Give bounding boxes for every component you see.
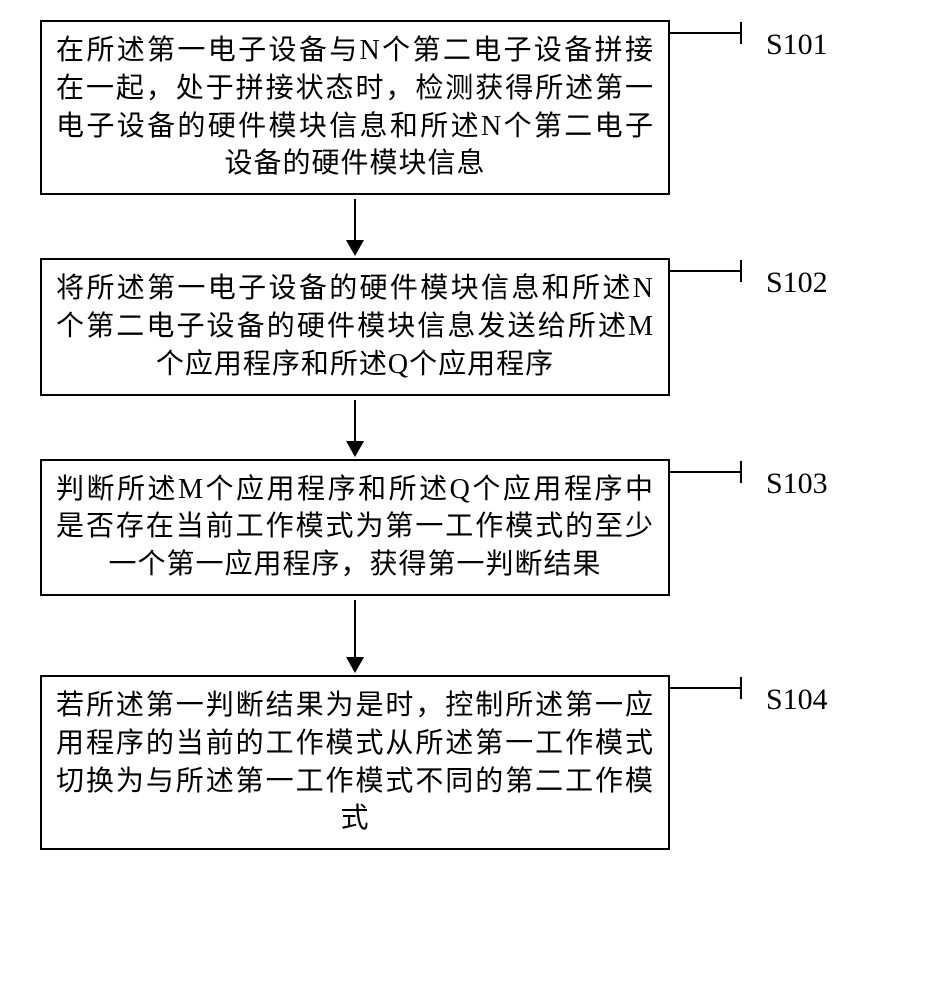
step-label-s103: S103 bbox=[766, 467, 828, 501]
flow-row-s104: 若所述第一判断结果为是时，控制所述第一应用程序的当前的工作模式从所述第一工作模式… bbox=[40, 675, 890, 850]
flow-row-s103: 判断所述M个应用程序和所述Q个应用程序中是否存在当前工作模式为第一工作模式的至少… bbox=[40, 459, 890, 596]
vtick-wrap bbox=[740, 260, 742, 282]
arrow-s103-s104 bbox=[40, 596, 670, 675]
arrow-stem bbox=[354, 400, 356, 442]
label-connector-s101: S101 bbox=[670, 20, 828, 62]
step-text-s101: 在所述第一电子设备与N个第二电子设备拼接在一起，处于拼接状态时，检测获得所述第一… bbox=[56, 35, 654, 179]
vtick bbox=[740, 461, 742, 483]
label-connector-s103: S103 bbox=[670, 459, 828, 501]
hline bbox=[670, 687, 740, 689]
arrow-stem bbox=[354, 600, 356, 658]
step-text-s102: 将所述第一电子设备的硬件模块信息和所述N个第二电子设备的硬件模块信息发送给所述M… bbox=[56, 273, 654, 380]
step-label-s104: S104 bbox=[766, 683, 828, 717]
arrow-stem bbox=[354, 199, 356, 241]
hline bbox=[670, 270, 740, 272]
flow-row-s101: 在所述第一电子设备与N个第二电子设备拼接在一起，处于拼接状态时，检测获得所述第一… bbox=[40, 20, 890, 195]
flow-row-s102: 将所述第一电子设备的硬件模块信息和所述N个第二电子设备的硬件模块信息发送给所述M… bbox=[40, 258, 890, 395]
step-box-s101: 在所述第一电子设备与N个第二电子设备拼接在一起，处于拼接状态时，检测获得所述第一… bbox=[40, 20, 670, 195]
vtick-wrap bbox=[740, 677, 742, 699]
vtick-wrap bbox=[740, 461, 742, 483]
vtick-wrap bbox=[740, 22, 742, 44]
arrow-head-icon bbox=[346, 240, 364, 256]
vtick bbox=[740, 677, 742, 699]
step-box-s103: 判断所述M个应用程序和所述Q个应用程序中是否存在当前工作模式为第一工作模式的至少… bbox=[40, 459, 670, 596]
arrow-s101-s102 bbox=[40, 195, 670, 258]
arrow-s102-s103 bbox=[40, 396, 670, 459]
vtick bbox=[740, 22, 742, 44]
step-box-s102: 将所述第一电子设备的硬件模块信息和所述N个第二电子设备的硬件模块信息发送给所述M… bbox=[40, 258, 670, 395]
step-box-s104: 若所述第一判断结果为是时，控制所述第一应用程序的当前的工作模式从所述第一工作模式… bbox=[40, 675, 670, 850]
hline bbox=[670, 32, 740, 34]
label-connector-s102: S102 bbox=[670, 258, 828, 300]
step-text-s104: 若所述第一判断结果为是时，控制所述第一应用程序的当前的工作模式从所述第一工作模式… bbox=[56, 690, 654, 834]
label-connector-s104: S104 bbox=[670, 675, 828, 717]
hline bbox=[670, 471, 740, 473]
arrow-head-icon bbox=[346, 657, 364, 673]
vtick bbox=[740, 260, 742, 282]
flowchart-container: 在所述第一电子设备与N个第二电子设备拼接在一起，处于拼接状态时，检测获得所述第一… bbox=[40, 20, 890, 850]
step-label-s101: S101 bbox=[766, 28, 828, 62]
arrow-head-icon bbox=[346, 441, 364, 457]
step-label-s102: S102 bbox=[766, 266, 828, 300]
step-text-s103: 判断所述M个应用程序和所述Q个应用程序中是否存在当前工作模式为第一工作模式的至少… bbox=[56, 474, 654, 581]
